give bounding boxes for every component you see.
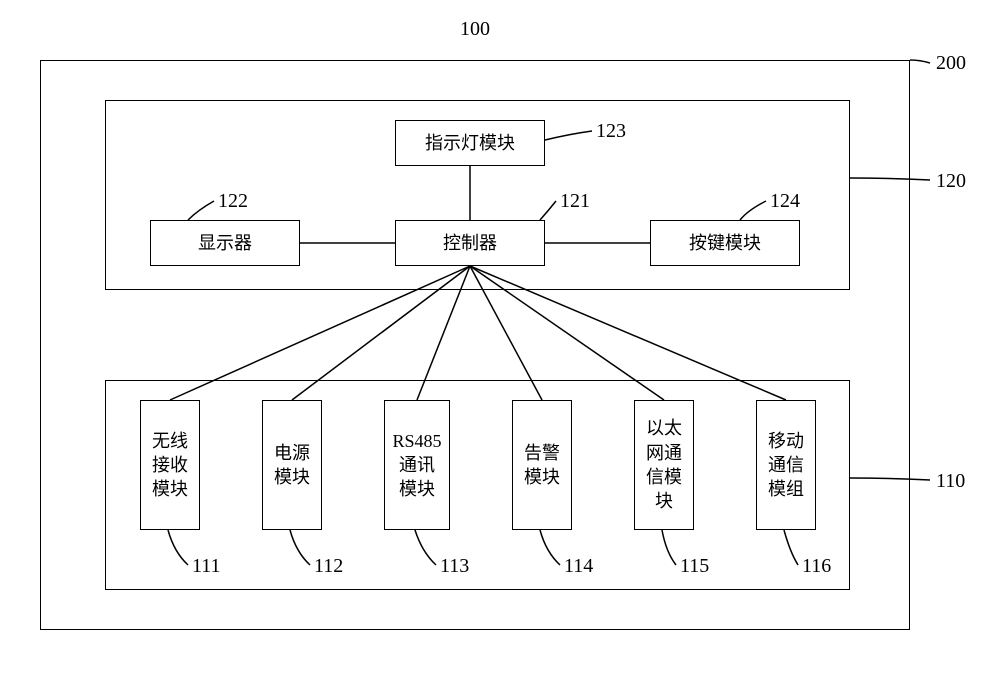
ref-top-group: 120 bbox=[936, 170, 966, 193]
node-keypad: 按键模块 bbox=[650, 220, 800, 266]
node-label: 按键模块 bbox=[689, 231, 761, 255]
node-controller: 控制器 bbox=[395, 220, 545, 266]
node-label: 移动 通信 模组 bbox=[768, 429, 804, 502]
node-alarm: 告警 模块 bbox=[512, 400, 572, 530]
node-label: 无线 接收 模块 bbox=[152, 429, 188, 502]
ref-ethernet: 115 bbox=[680, 555, 709, 578]
ref-power: 112 bbox=[314, 555, 343, 578]
node-label: 显示器 bbox=[198, 231, 252, 255]
ref-wireless: 111 bbox=[192, 555, 221, 578]
ref-rs485: 113 bbox=[440, 555, 469, 578]
ref-mobile: 116 bbox=[802, 555, 831, 578]
ref-outer: 200 bbox=[936, 52, 966, 75]
node-label: 指示灯模块 bbox=[425, 131, 515, 155]
ref-alarm: 114 bbox=[564, 555, 593, 578]
node-rs485: RS485 通讯 模块 bbox=[384, 400, 450, 530]
node-label: RS485 通讯 模块 bbox=[392, 429, 441, 502]
ref-bottom-group: 110 bbox=[936, 470, 965, 493]
ref-title: 100 bbox=[460, 18, 490, 41]
node-label: 电源 模块 bbox=[274, 441, 310, 490]
node-label: 控制器 bbox=[443, 231, 497, 255]
ref-keypad: 124 bbox=[770, 190, 800, 213]
ref-display: 122 bbox=[218, 190, 248, 213]
node-display: 显示器 bbox=[150, 220, 300, 266]
node-mobile: 移动 通信 模组 bbox=[756, 400, 816, 530]
node-wireless: 无线 接收 模块 bbox=[140, 400, 200, 530]
ref-controller: 121 bbox=[560, 190, 590, 213]
node-label: 告警 模块 bbox=[524, 441, 560, 490]
node-ethernet: 以太 网通 信模 块 bbox=[634, 400, 694, 530]
node-label: 以太 网通 信模 块 bbox=[646, 416, 682, 513]
node-indicator: 指示灯模块 bbox=[395, 120, 545, 166]
node-power: 电源 模块 bbox=[262, 400, 322, 530]
ref-indicator: 123 bbox=[596, 120, 626, 143]
